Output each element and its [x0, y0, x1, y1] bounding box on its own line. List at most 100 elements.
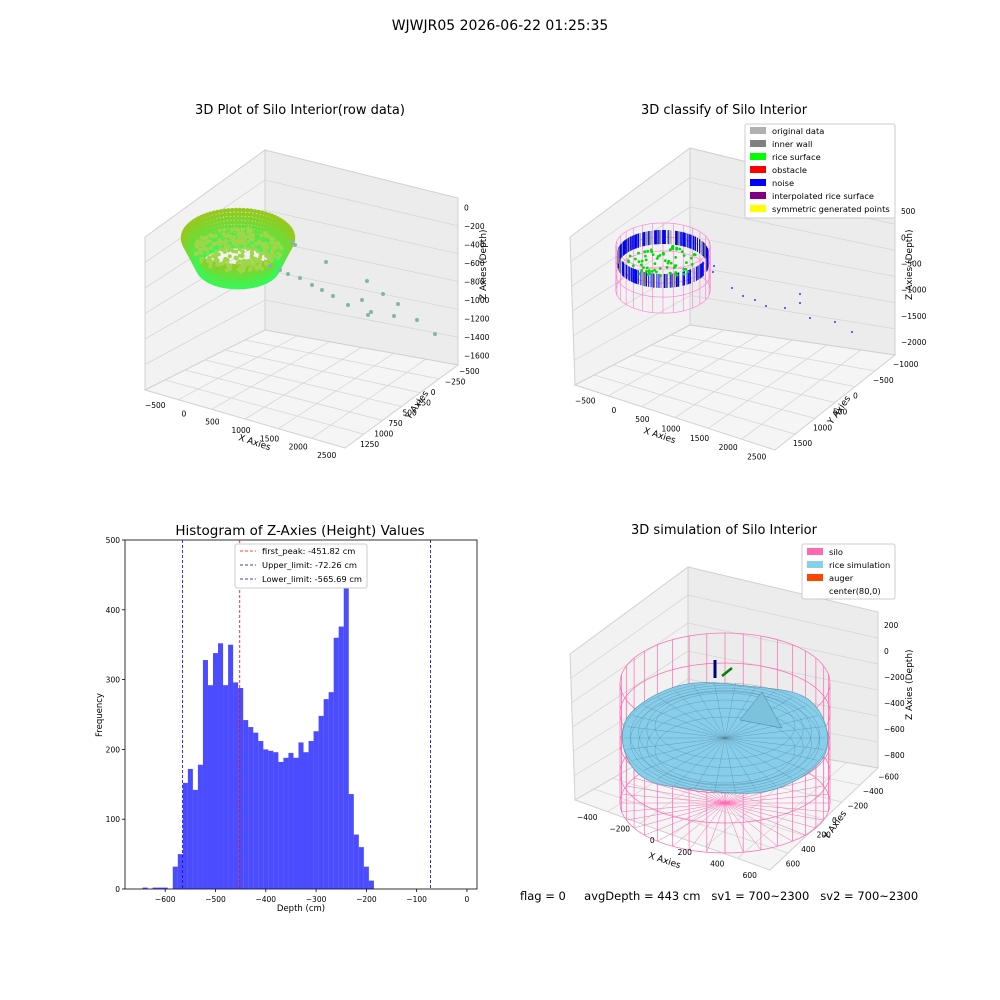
- histogram-bar: [183, 783, 188, 889]
- simulation-x-tick: −400: [577, 813, 598, 822]
- classify-z-tick: −2000: [901, 338, 927, 347]
- histogram-bar: [228, 645, 233, 889]
- histogram-bar: [364, 867, 369, 889]
- raw-3d-plot: −50005001000150020002500−500−25002505007…: [0, 0, 500, 480]
- histogram-bar: [238, 688, 243, 889]
- histogram-bar: [253, 733, 258, 889]
- classify-legend-swatch: [750, 127, 766, 134]
- histogram-bar: [329, 692, 334, 889]
- simulation-legend-swatch: [807, 548, 823, 555]
- raw-z-tick: −1600: [464, 352, 490, 361]
- histogram-y-tick-label: 400: [106, 606, 121, 615]
- simulation-z-tick: 0: [884, 647, 889, 656]
- histogram-y-tick-label: 200: [106, 745, 121, 754]
- simulation-y-tick: −200: [847, 801, 868, 810]
- histogram-legend-label: first_peak: -451.82 cm: [262, 546, 355, 556]
- histogram-y-ticks: 0100200300400500: [106, 536, 125, 894]
- classify-legend-swatch: [750, 153, 766, 160]
- classify-x-tick: 2000: [719, 443, 738, 452]
- histogram-x-tick-label: −200: [356, 895, 377, 904]
- classify-x-tick: 2500: [747, 452, 766, 461]
- classify-z-tick: 500: [901, 207, 916, 216]
- simulation-legend-swatch: [807, 574, 823, 581]
- simulation-z-tick: −200: [884, 673, 905, 682]
- histogram-bar: [233, 682, 238, 889]
- status-footer: flag = 0 avgDepth = 443 cm sv1 = 700~230…: [520, 889, 918, 903]
- histogram-bar: [314, 731, 319, 889]
- sv2-text: sv2 = 700~2300: [820, 889, 918, 903]
- raw-y-tick: 1250: [360, 440, 379, 449]
- classify-legend-label: interpolated rice surface: [772, 191, 874, 201]
- simulation-3d-plot: −400−2000200400600−600−400−2000200400600…: [500, 500, 1000, 900]
- histogram-bar: [153, 888, 158, 889]
- simulation-y-tick: −400: [863, 787, 884, 796]
- histogram-bar: [319, 716, 324, 889]
- classify-legend-label: noise: [772, 178, 794, 188]
- classify-z-label: Z Axies (Depth): [905, 229, 915, 300]
- histogram-x-tick-label: −600: [155, 895, 176, 904]
- histogram-legend-label: Lower_limit: -565.69 cm: [262, 574, 362, 584]
- simulation-legend-label: center(80,0): [829, 586, 881, 596]
- histogram-bar: [334, 638, 339, 889]
- simulation-z-label: Z Axies (Depth): [905, 649, 915, 720]
- classify-y-tick: −1000: [893, 360, 919, 369]
- histogram-bar: [218, 643, 223, 889]
- simulation-x-tick: 0: [650, 836, 655, 845]
- flag-text: flag = 0: [520, 889, 566, 903]
- histogram-legend: first_peak: -451.82 cm Upper_limit: -72.2…: [235, 544, 367, 588]
- simulation-x-tick: −200: [609, 825, 630, 834]
- histogram-y-tick-label: 100: [106, 815, 121, 824]
- histogram-bar: [163, 888, 168, 889]
- simulation-legend-swatch: [807, 561, 823, 568]
- histogram-x-tick-label: −300: [306, 895, 327, 904]
- histogram-x-tick-label: −400: [255, 895, 276, 904]
- classify-legend-label: original data: [772, 126, 824, 136]
- sv1-text: sv1 = 700~2300: [711, 889, 809, 903]
- simulation-z-tick: −800: [884, 751, 905, 760]
- histogram-legend-label: Upper_limit: -72.26 cm: [262, 560, 357, 570]
- classify-legend-swatch: [750, 166, 766, 173]
- classify-legend-label: inner wall: [772, 139, 812, 149]
- classify-legend: original data inner wall rice surface obsta…: [745, 124, 895, 218]
- classify-legend-swatch: [750, 179, 766, 186]
- classify-y-tick: 1000: [813, 423, 832, 432]
- histogram-bar: [248, 727, 253, 889]
- raw-x-tick: 500: [205, 418, 220, 427]
- classify-y-tick: 0: [853, 392, 858, 401]
- classify-y-tick: −500: [873, 376, 894, 385]
- histogram-bar: [213, 653, 218, 889]
- histogram-bar: [354, 835, 359, 889]
- histogram-bar: [344, 557, 349, 889]
- histogram-bar: [268, 751, 273, 889]
- histogram-bar: [258, 741, 263, 889]
- simulation-y-tick: −600: [878, 772, 899, 781]
- histogram-y-tick-label: 0: [115, 885, 120, 894]
- raw-x-tick: 2500: [317, 451, 336, 460]
- histogram-y-label: Frequency: [95, 693, 105, 737]
- raw-y-tick: 0: [431, 388, 436, 397]
- simulation-x-tick: 600: [743, 871, 758, 880]
- histogram-bar: [304, 752, 309, 889]
- classify-z-tick: −1500: [901, 312, 927, 321]
- simulation-x-tick: 400: [710, 860, 725, 869]
- raw-z-tick: −1400: [464, 333, 490, 342]
- raw-x-tick: 2000: [289, 443, 308, 452]
- histogram-x-label: Depth (cm): [277, 904, 325, 914]
- raw-x-tick: −500: [145, 401, 166, 410]
- histogram-bar: [369, 881, 374, 889]
- raw-y-tick: 1000: [374, 429, 393, 438]
- classify-legend-label: obstacle: [772, 165, 807, 175]
- histogram-bar: [293, 758, 298, 889]
- raw-y-tick: 750: [388, 419, 403, 428]
- classify-x-tick: 1500: [690, 434, 709, 443]
- simulation-legend: silorice simulationaugercenter(80,0): [802, 544, 895, 599]
- histogram-bar: [193, 790, 198, 889]
- raw-z-tick: 0: [464, 203, 469, 212]
- classify-y-tick: 1500: [793, 439, 812, 448]
- histogram-bar: [278, 762, 283, 889]
- simulation-z-tick: −400: [884, 699, 905, 708]
- histogram-bar: [309, 741, 314, 889]
- histogram-x-tick-label: −500: [205, 895, 226, 904]
- histogram-x-ticks: −600 −500 −400 −300 −200 −100 0: [155, 889, 470, 904]
- simulation-x-tick: 200: [678, 848, 693, 857]
